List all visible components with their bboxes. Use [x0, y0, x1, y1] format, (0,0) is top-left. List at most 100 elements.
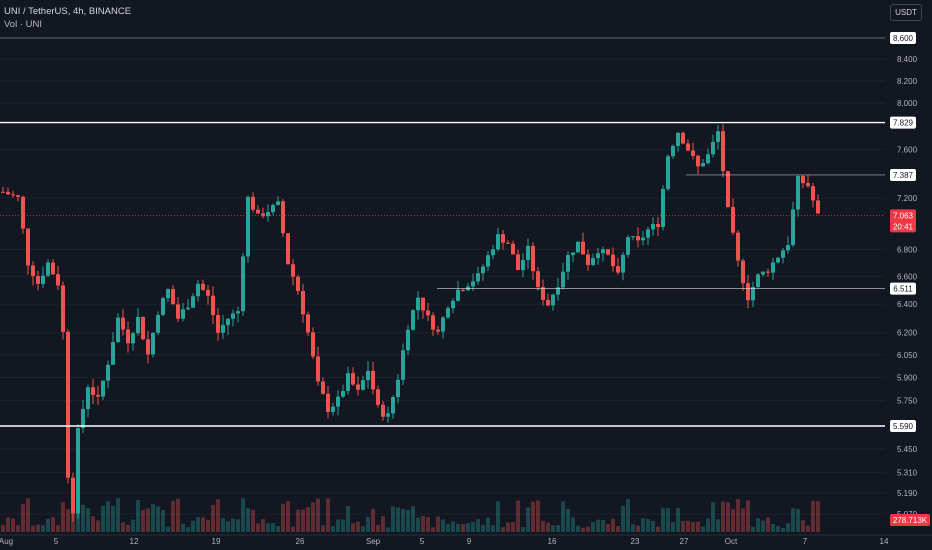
volume-bar	[651, 520, 655, 532]
price-tick-label: 5.310	[897, 468, 918, 477]
volume-bar	[121, 522, 125, 532]
candle-body	[816, 200, 820, 214]
candle-body	[776, 257, 780, 263]
candle-body	[811, 186, 815, 201]
time-tick-label: 9	[467, 537, 472, 546]
candle-body	[651, 224, 655, 230]
volume-bar	[806, 525, 810, 532]
volume-bar	[551, 525, 555, 532]
volume-bar	[536, 500, 540, 532]
candle-body	[731, 206, 735, 233]
volume-bar	[486, 517, 490, 532]
candle-body	[251, 196, 255, 210]
volume-bar	[401, 508, 405, 532]
volume-bar	[711, 502, 715, 532]
volume-bar	[736, 498, 740, 532]
candle-body	[46, 262, 50, 276]
volume-bar	[406, 509, 410, 532]
volume-bar	[626, 498, 630, 532]
candle-body	[726, 171, 730, 207]
candle-body	[186, 307, 190, 310]
candle-body	[346, 373, 350, 391]
price-tick-label: 5.190	[897, 489, 918, 498]
candle-body	[26, 228, 30, 266]
candle-body	[611, 254, 615, 267]
time-tick-label: 19	[212, 537, 221, 546]
volume-bar	[641, 518, 645, 532]
candle-body	[696, 155, 700, 167]
volume-bar	[581, 527, 585, 532]
candle-body	[291, 264, 295, 277]
candle-body	[266, 212, 270, 217]
candle-body	[166, 289, 170, 299]
volume-bar	[526, 507, 530, 532]
volume-bar	[371, 508, 375, 532]
candle-body	[261, 213, 265, 217]
volume-bar	[521, 526, 525, 532]
volume-bar	[111, 505, 115, 532]
volume-bar	[246, 507, 250, 532]
candle-body	[681, 132, 685, 144]
candle-body	[656, 224, 660, 227]
time-tick-label: Sep	[366, 537, 381, 546]
volume-indicator-label: Vol · UNI	[4, 19, 43, 30]
volume-bar	[291, 526, 295, 532]
time-tick-label: 26	[296, 537, 305, 546]
candle-body	[326, 393, 330, 412]
time-tick-label: 23	[631, 537, 640, 546]
volume-bar	[686, 520, 690, 532]
candle-body	[21, 196, 25, 229]
candle-body	[16, 195, 20, 197]
volume-bar	[756, 518, 760, 532]
volume-bar	[691, 521, 695, 532]
candle-body	[636, 236, 640, 241]
currency-button[interactable]: USDT	[890, 4, 922, 21]
volume-bar	[566, 508, 570, 532]
price-label-layer: 8.600 7.829 7.387 6.511 5.590 7.063 20:41 278.7…	[890, 32, 930, 526]
candle-body	[231, 313, 235, 319]
candle-body	[756, 274, 760, 287]
candle-body	[356, 384, 360, 390]
candles	[1, 124, 820, 522]
price-tick-label: 6.400	[897, 300, 918, 309]
volume-bar	[811, 500, 815, 532]
candle-body	[591, 258, 595, 266]
candle-body	[81, 409, 85, 429]
candle-body	[701, 163, 705, 167]
candle-body	[141, 316, 145, 340]
candle-body	[36, 276, 40, 284]
candle-body	[411, 310, 415, 330]
candle-body	[316, 356, 320, 382]
candle-body	[301, 290, 305, 315]
candle-body	[366, 370, 370, 381]
volume-bar	[311, 502, 315, 532]
volume-bar	[421, 516, 425, 532]
volume-bar	[611, 518, 615, 532]
candle-body	[136, 316, 140, 334]
volume-bar	[531, 501, 535, 532]
volume-bar	[66, 508, 70, 532]
volume-bar	[761, 520, 765, 532]
volume-bar	[491, 525, 495, 532]
volume-bars	[1, 498, 820, 532]
volume-bar	[596, 519, 600, 532]
volume-bar	[126, 524, 130, 532]
volume-bar	[446, 524, 450, 532]
candle-body	[526, 245, 530, 261]
time-tick-label: 14	[880, 537, 889, 546]
volume-bar	[431, 527, 435, 532]
volume-bar	[661, 508, 665, 532]
volume-bar	[376, 525, 380, 532]
price-tick-label: 8.200	[897, 77, 918, 86]
price-tick-label: 8.000	[897, 99, 918, 108]
volume-bar	[356, 521, 360, 532]
candle-body	[666, 156, 670, 189]
volume-bar	[506, 522, 510, 532]
candle-body	[111, 342, 115, 365]
candle-body	[171, 289, 175, 305]
volume-bar	[636, 525, 640, 532]
volume-bar	[46, 518, 50, 532]
volume-bar	[86, 508, 90, 532]
price-tick-label: 6.800	[897, 246, 918, 255]
